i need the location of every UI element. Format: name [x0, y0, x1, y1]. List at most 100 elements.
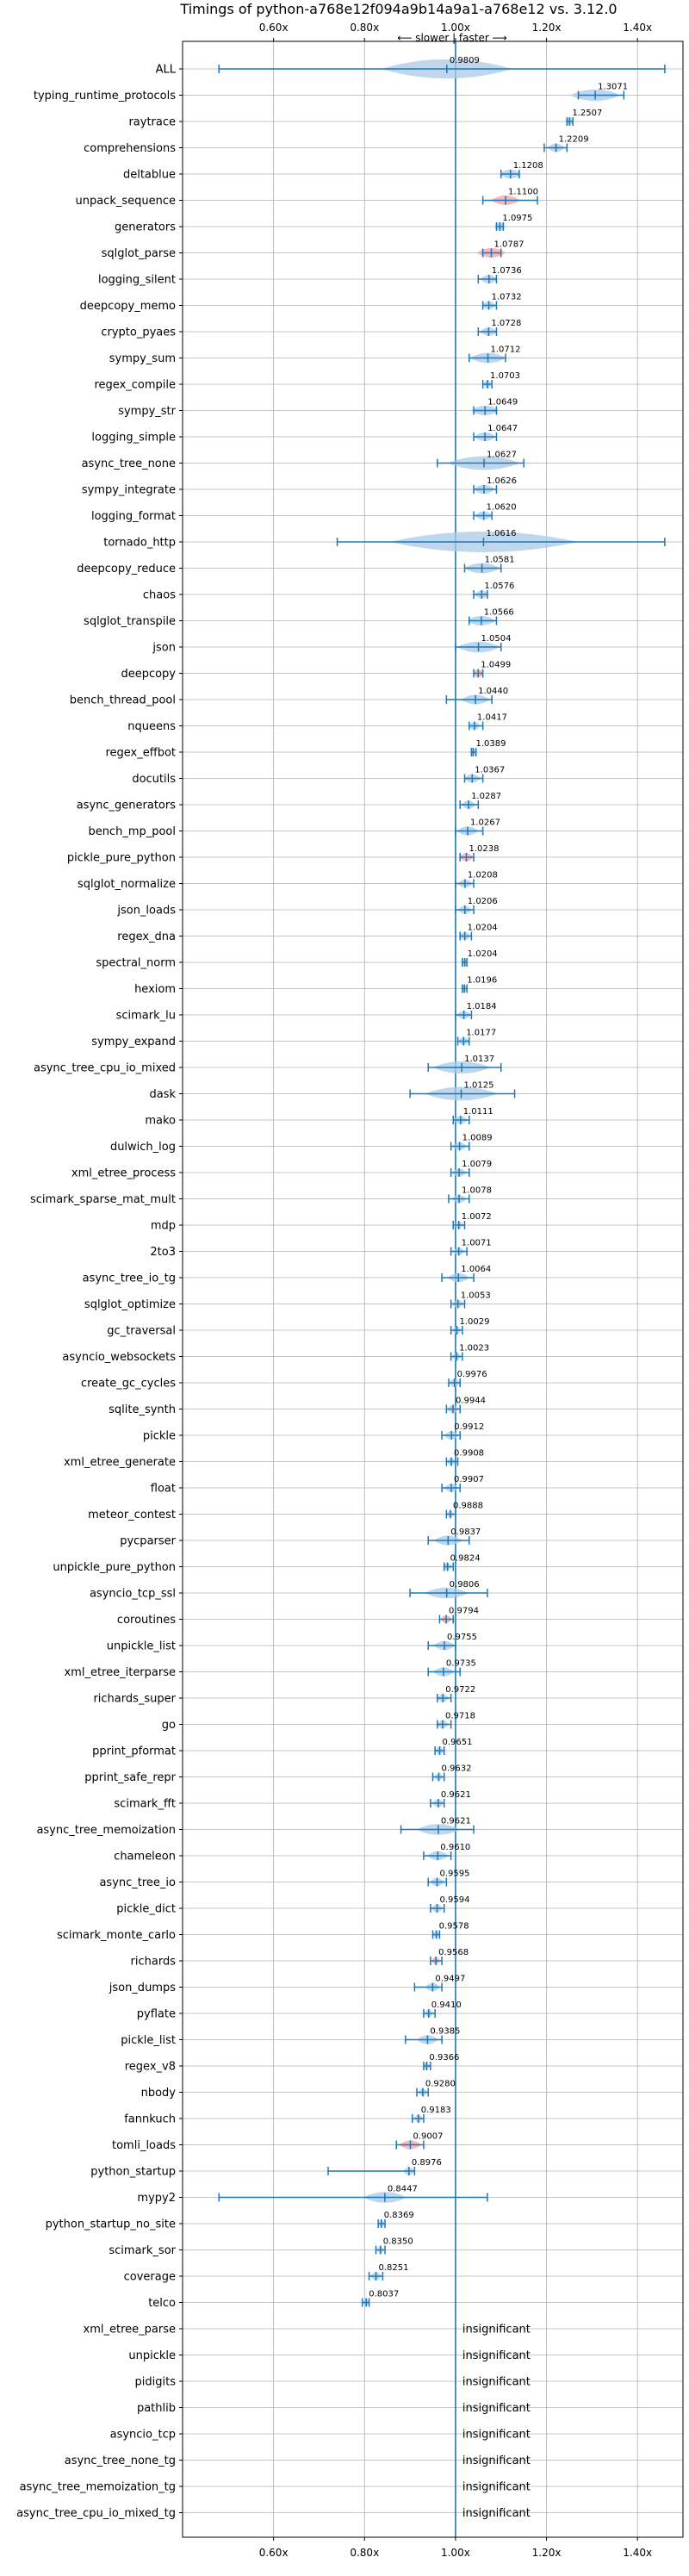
benchmark-label: logging_format	[91, 510, 176, 523]
value-label: 0.9888	[453, 1502, 483, 1511]
benchmark-label: async_tree_none	[82, 457, 176, 470]
benchmark-label: sympy_expand	[91, 1036, 176, 1048]
benchmark-label: pprint_pformat	[92, 1745, 176, 1758]
benchmark-label: asyncio_tcp_ssl	[90, 1588, 176, 1601]
benchmark-label: scimark_fft	[114, 1798, 176, 1811]
benchmark-label: richards_super	[93, 1693, 176, 1706]
benchmark-label: ALL	[156, 64, 177, 77]
benchmark-label: coverage	[124, 2271, 176, 2284]
chart-title: Timings of python-a768e12f094a9b14a9a1-a…	[179, 1, 617, 17]
benchmark-label: regex_v8	[125, 2061, 176, 2074]
benchmark-label: comprehensions	[84, 142, 176, 155]
value-label: 0.9718	[445, 1712, 475, 1721]
benchmark-label: tornado_http	[103, 537, 176, 550]
value-label: 1.0576	[484, 582, 514, 591]
benchmark-label: scimark_monte_carlo	[57, 1929, 176, 1942]
benchmark-label: regex_dna	[117, 930, 176, 943]
benchmark-label: xml_etree_parse	[84, 2324, 176, 2336]
benchmark-label: hexiom	[134, 983, 176, 996]
insignificant-label: insignificant	[462, 2429, 531, 2442]
benchmark-label: generators	[115, 221, 176, 234]
benchmark-label: mdp	[151, 1220, 176, 1233]
value-label: 0.9755	[447, 1633, 477, 1642]
benchmark-label: json_dumps	[109, 1982, 176, 1994]
benchmark-label: pickle_pure_python	[67, 852, 176, 865]
benchmark-label: 2to3	[150, 1246, 176, 1259]
value-label: 1.0417	[477, 713, 507, 723]
value-label: 0.9621	[441, 1817, 471, 1826]
benchmark-label: async_tree_io	[99, 1876, 176, 1889]
benchmark-label: sqlite_synth	[109, 1403, 176, 1416]
value-label: 0.9794	[449, 1607, 479, 1616]
benchmark-label: telco	[148, 2297, 176, 2310]
benchmark-label: sympy_integrate	[82, 484, 176, 497]
x-tick-label-top: 1.40x	[623, 22, 652, 34]
benchmark-label: crypto_pyaes	[101, 327, 176, 339]
value-label: 0.9912	[454, 1422, 484, 1432]
benchmark-label: logging_silent	[98, 274, 176, 287]
value-label: 1.0728	[491, 319, 521, 328]
value-label: 0.9410	[431, 2000, 462, 2010]
value-label: 0.9621	[441, 1790, 471, 1800]
x-tick-label-top: 1.00x	[441, 22, 470, 34]
value-label: 1.0626	[487, 476, 517, 486]
value-label: 0.9722	[445, 1685, 475, 1695]
value-label: 0.9183	[421, 2106, 451, 2115]
value-label: 1.0023	[459, 1344, 489, 1353]
benchmark-label: async_tree_cpu_io_mixed	[34, 1062, 176, 1075]
value-label: 1.0367	[475, 766, 505, 775]
value-label: 1.0703	[490, 371, 520, 381]
benchmark-label: deepcopy_reduce	[77, 563, 176, 576]
value-label: 0.9976	[457, 1370, 487, 1379]
value-label: 0.8976	[412, 2158, 442, 2168]
value-label: 0.9007	[413, 2132, 443, 2142]
insignificant-label: insignificant	[462, 2349, 531, 2362]
benchmark-label: async_tree_none_tg	[65, 2455, 176, 2467]
value-label: 1.0029	[459, 1317, 489, 1327]
value-label: 1.0736	[492, 266, 522, 276]
value-label: 1.0204	[468, 924, 498, 933]
benchmark-label: logging_simple	[91, 432, 176, 445]
marks-layer: 0.9809 1.3071 1.2507 1.2209 1.1208 1.1100 1.09…	[218, 41, 666, 2537]
value-label: 1.0620	[487, 503, 517, 513]
benchmark-label: docutils	[132, 773, 176, 786]
value-label: 0.9497	[435, 1975, 465, 1984]
benchmark-label: unpickle	[128, 2349, 176, 2362]
x-tick-label-bottom: 1.00x	[441, 2547, 470, 2559]
x-tick-label-bottom: 0.60x	[259, 2547, 289, 2559]
insignificant-label: insignificant	[462, 2507, 531, 2520]
benchmark-label: create_gc_cycles	[81, 1378, 176, 1391]
benchmark-label: json	[152, 642, 176, 655]
value-label: 1.0975	[502, 214, 532, 223]
benchmark-label: async_generators	[77, 800, 177, 812]
value-label: 0.9385	[430, 2027, 460, 2037]
value-label: 0.8251	[379, 2263, 409, 2273]
value-label: 1.0089	[462, 1134, 493, 1143]
benchmark-label: pickle	[143, 1430, 176, 1443]
benchmark-label: deltablue	[123, 169, 176, 182]
benchmark-label: pickle_list	[121, 2034, 176, 2047]
benchmark-label: unpickle_list	[107, 1640, 176, 1653]
benchmark-label: scimark_sor	[109, 2244, 176, 2257]
benchmark-label: xml_etree_process	[71, 1167, 176, 1180]
benchmark-label: chaos	[143, 589, 176, 602]
benchmark-label: deepcopy_memo	[80, 300, 176, 313]
benchmark-label: mypy2	[137, 2192, 176, 2205]
benchmark-label: mako	[145, 1115, 176, 1128]
insignificant-label: insignificant	[462, 2455, 531, 2467]
benchmark-label: sqlglot_parse	[102, 247, 176, 260]
insignificant-label: insignificant	[462, 2324, 531, 2336]
value-label: 0.9578	[439, 1922, 469, 1932]
value-label: 0.9280	[425, 2080, 456, 2089]
benchmark-label: raytrace	[128, 116, 176, 129]
value-label: 1.0071	[462, 1239, 492, 1248]
value-label: 1.0137	[464, 1055, 494, 1064]
insignificant-label: insignificant	[462, 2481, 531, 2494]
benchmark-label: sympy_sum	[109, 352, 176, 365]
benchmark-label: asyncio_websockets	[62, 1351, 176, 1364]
value-label: 0.9735	[446, 1659, 476, 1669]
value-label: 1.0079	[462, 1160, 492, 1169]
value-label: 1.0566	[484, 608, 514, 618]
benchmark-label: coroutines	[117, 1614, 176, 1627]
